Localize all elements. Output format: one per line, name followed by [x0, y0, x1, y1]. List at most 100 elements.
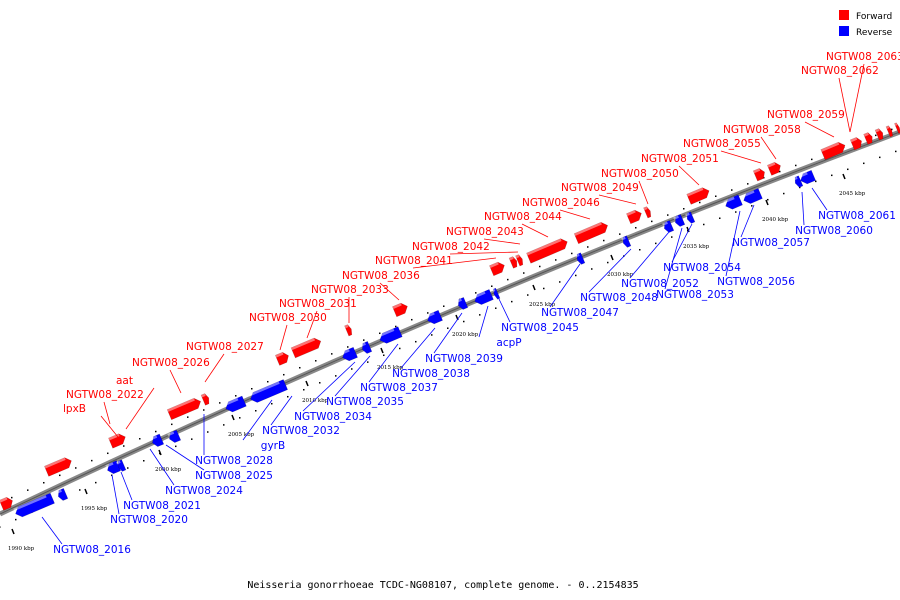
reverse-gene[interactable]: [723, 194, 743, 211]
reverse-gene[interactable]: [116, 459, 127, 472]
reverse-gene[interactable]: [741, 188, 763, 205]
track-dot: [207, 431, 209, 433]
gene-arrow: [474, 289, 494, 305]
forward-gene[interactable]: [344, 324, 354, 337]
reverse-gene-label: gyrB: [261, 440, 285, 452]
reverse-gene-label: NGTW08_2056: [717, 276, 795, 288]
reverse-gene[interactable]: [621, 235, 632, 248]
forward-gene[interactable]: [820, 140, 847, 161]
reverse-leader-line: [149, 448, 175, 486]
forward-gene[interactable]: [626, 208, 643, 225]
reverse-leader-line: [334, 355, 371, 397]
forward-gene-label: NGTW08_2031: [279, 298, 357, 310]
reverse-gene[interactable]: [167, 429, 182, 444]
reverse-gene[interactable]: [340, 346, 358, 363]
track-dot: [639, 248, 641, 251]
forward-gene[interactable]: [0, 496, 15, 511]
forward-gene[interactable]: [508, 256, 519, 269]
forward-gene-label: NGTW08_2063: [826, 51, 900, 63]
forward-gene[interactable]: [874, 128, 885, 141]
reverse-gene-label: NGTW08_2034: [294, 411, 372, 423]
tick-mark: [84, 488, 88, 495]
forward-gene-label: NGTW08_2044: [484, 211, 562, 223]
track-dot: [251, 387, 253, 390]
reverse-gene[interactable]: [793, 175, 804, 188]
reverse-leader-line: [302, 361, 356, 412]
forward-leader-line: [720, 150, 762, 164]
forward-gene-label: NGTW08_2058: [723, 124, 801, 136]
forward-gene[interactable]: [515, 254, 525, 267]
gene-arrow: [152, 433, 165, 447]
reverse-gene[interactable]: [798, 169, 816, 186]
gene-highlight: [223, 397, 239, 407]
forward-gene[interactable]: [573, 220, 610, 245]
forward-gene[interactable]: [767, 161, 782, 176]
forward-gene[interactable]: [108, 432, 127, 449]
forward-gene[interactable]: [686, 186, 712, 205]
forward-leader-line: [483, 238, 521, 245]
reverse-leader-line: [801, 191, 805, 226]
reverse-gene[interactable]: [492, 287, 501, 300]
tick-label: 2035 kbp: [683, 244, 710, 250]
gene-highlight: [886, 125, 890, 130]
track-dot: [491, 285, 493, 287]
forward-gene[interactable]: [863, 132, 875, 145]
forward-gene-label: NGTW08_2050: [601, 168, 679, 180]
forward-gene[interactable]: [643, 206, 653, 219]
reverse-gene[interactable]: [425, 309, 443, 326]
gene-arrow: [117, 459, 127, 472]
track-dot: [143, 460, 145, 462]
track-dot: [735, 211, 737, 213]
track-dot: [235, 395, 237, 397]
gene-highlight: [753, 168, 761, 174]
legend-forward-label: Forward: [856, 12, 892, 22]
track-dot: [315, 360, 317, 362]
reverse-gene[interactable]: [248, 379, 288, 405]
reverse-gene[interactable]: [685, 211, 696, 224]
reverse-gene-label: acpP: [496, 337, 521, 349]
reverse-gene[interactable]: [150, 433, 165, 448]
track-dot: [351, 368, 353, 370]
forward-gene[interactable]: [752, 167, 767, 182]
forward-gene[interactable]: [392, 301, 409, 318]
tick-label: 2020 kbp: [452, 332, 479, 338]
forward-gene-label: NGTW08_2049: [561, 182, 639, 194]
reverse-gene[interactable]: [456, 297, 469, 310]
reverse-gene[interactable]: [13, 492, 55, 519]
reverse-gene[interactable]: [56, 488, 69, 501]
forward-gene[interactable]: [200, 393, 211, 406]
reverse-gene[interactable]: [360, 341, 373, 354]
track-dot: [751, 205, 753, 207]
label-layer: NGTW08_2022 lpxB aat NGTW08_2026 NGTW08_2027…: [41, 51, 900, 556]
forward-gene[interactable]: [44, 456, 73, 477]
track-dot: [863, 162, 865, 165]
reverse-gene[interactable]: [223, 395, 247, 414]
reverse-gene[interactable]: [662, 220, 675, 233]
forward-gene[interactable]: [849, 136, 864, 151]
forward-gene[interactable]: [275, 351, 290, 366]
reverse-gene[interactable]: [673, 214, 686, 227]
reverse-leader-line: [41, 516, 63, 545]
forward-gene[interactable]: [526, 237, 570, 264]
track-dot: [203, 409, 205, 411]
forward-gene[interactable]: [166, 396, 203, 421]
forward-gene[interactable]: [489, 260, 506, 277]
track-dot: [303, 388, 305, 391]
track-dot: [283, 373, 285, 376]
track-dot: [139, 438, 141, 440]
reverse-gene[interactable]: [105, 460, 121, 476]
reverse-gene[interactable]: [472, 289, 494, 306]
gene-arrow: [166, 397, 201, 421]
reverse-gene-label: NGTW08_2021: [123, 500, 201, 512]
reverse-gene[interactable]: [377, 326, 403, 346]
gene-highlight: [621, 236, 626, 241]
reverse-gene[interactable]: [575, 252, 586, 265]
track-dot: [539, 265, 541, 268]
tick-label: 2025 kbp: [529, 302, 556, 308]
forward-gene[interactable]: [290, 336, 323, 359]
track-dot: [431, 334, 433, 336]
gene-arrow: [342, 346, 358, 362]
track-dot: [543, 287, 545, 290]
forward-gene[interactable]: [885, 125, 894, 138]
